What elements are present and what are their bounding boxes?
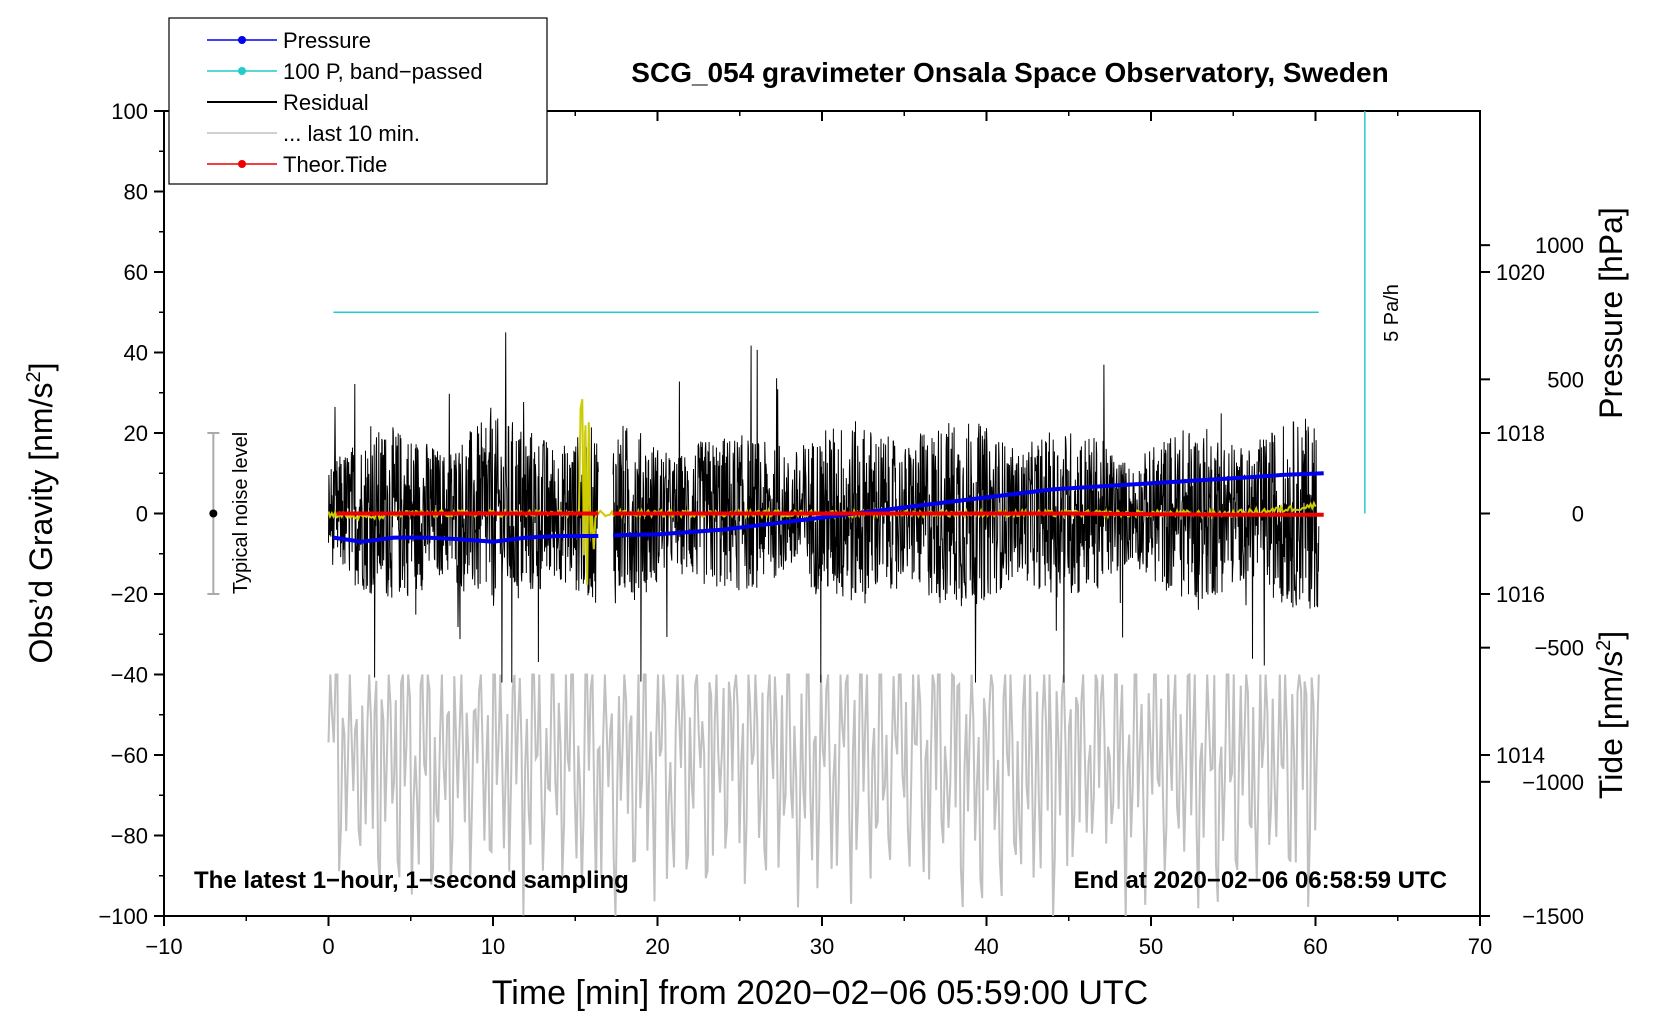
x-tick-label: 20 — [645, 934, 669, 959]
y-tick-label: −100 — [98, 904, 148, 929]
legend: Pressure 100 P, band−passed Residual ... la… — [168, 17, 548, 185]
y-tick-label: 60 — [124, 260, 148, 285]
tide-tick-label: 1000 — [1535, 233, 1584, 258]
pressure-tick-label: 1014 — [1496, 743, 1545, 768]
y-axis-label-tide-sup: 2 — [1593, 640, 1615, 651]
pressure-tick-label: 1020 — [1496, 260, 1545, 285]
y-axis-right: 1020 1018 1016 1014 1000 500 0 −500 −1000 −1500 — [1480, 233, 1584, 929]
pressure-tick-label: 1016 — [1496, 582, 1545, 607]
legend-marker — [238, 67, 246, 75]
noise-bar-dot — [209, 509, 218, 518]
y-tick-label: 80 — [124, 180, 148, 205]
series-pressure — [333, 471, 1324, 544]
y-axis-label-tide-main: Tide [nm/s — [1593, 651, 1629, 799]
y-axis-label-tide-close: ] — [1593, 631, 1629, 640]
y-tick-label: −40 — [111, 663, 148, 688]
legend-label: 100 P, band−passed — [283, 59, 483, 84]
noise-level-bar — [207, 432, 220, 595]
x-tick-label: 60 — [1303, 934, 1327, 959]
legend-marker — [238, 36, 246, 44]
y-axis-left: 100 80 60 40 20 0 −20 −40 −60 −80 −100 — [98, 99, 164, 929]
y-axis-label-left-close: ] — [23, 363, 59, 372]
y-axis-label-left-sup: 2 — [23, 371, 45, 382]
y-tick-label: −60 — [111, 743, 148, 768]
x-tick-label: 10 — [481, 934, 505, 959]
annotation-bottom-left: The latest 1−hour, 1−second sampling — [194, 867, 629, 894]
legend-label: Residual — [283, 90, 369, 115]
tide-tick-label: −1500 — [1522, 904, 1584, 929]
tide-tick-label: 0 — [1572, 502, 1584, 527]
legend-marker — [238, 160, 246, 168]
y-tick-label: 100 — [111, 99, 148, 124]
y-tick-label: 40 — [124, 341, 148, 366]
x-tick-label: 40 — [974, 934, 998, 959]
x-axis-label: Time [min] from 2020−02−06 05:59:00 UTC — [492, 974, 1148, 1012]
scale-bar-label: 5 Pa/h — [1381, 284, 1403, 342]
x-tick-label: 50 — [1139, 934, 1163, 959]
series-last-10-min — [327, 672, 1320, 917]
y-tick-label: 0 — [136, 502, 148, 527]
legend-label: Pressure — [283, 28, 371, 53]
y-axis-label-pressure: Pressure [hPa] — [1593, 207, 1629, 419]
x-tick-label: −10 — [145, 934, 182, 959]
y-tick-label: 20 — [124, 421, 148, 446]
series-layer — [327, 311, 1324, 917]
x-axis: −10 0 10 20 30 40 50 60 70 — [145, 111, 1492, 959]
chart-title: SCG_054 gravimeter Onsala Space Observat… — [631, 57, 1388, 88]
series-residual — [328, 332, 1320, 683]
annotation-bottom-right: End at 2020−02−06 06:58:59 UTC — [1073, 867, 1447, 894]
y-tick-label: −80 — [111, 824, 148, 849]
tide-tick-label: −1000 — [1522, 770, 1584, 795]
legend-label: Theor.Tide — [283, 152, 387, 177]
series-theor-tide — [336, 511, 1324, 517]
y-axis-label-left-main: Obs’d Gravity [nm/s — [23, 383, 59, 664]
x-tick-label: 70 — [1468, 934, 1492, 959]
tide-tick-label: −500 — [1534, 636, 1584, 661]
y-axis-label-left: Obs’d Gravity [nm/s2] — [23, 363, 59, 664]
pressure-tick-label: 1018 — [1496, 421, 1545, 446]
y-axis-label-tide: Tide [nm/s2] — [1593, 631, 1629, 799]
y-tick-label: −20 — [111, 582, 148, 607]
x-tick-label: 30 — [810, 934, 834, 959]
tide-tick-label: 500 — [1547, 367, 1584, 392]
noise-level-label: Typical noise level — [230, 432, 252, 594]
legend-label: ... last 10 min. — [283, 121, 420, 146]
x-tick-label: 0 — [322, 934, 334, 959]
